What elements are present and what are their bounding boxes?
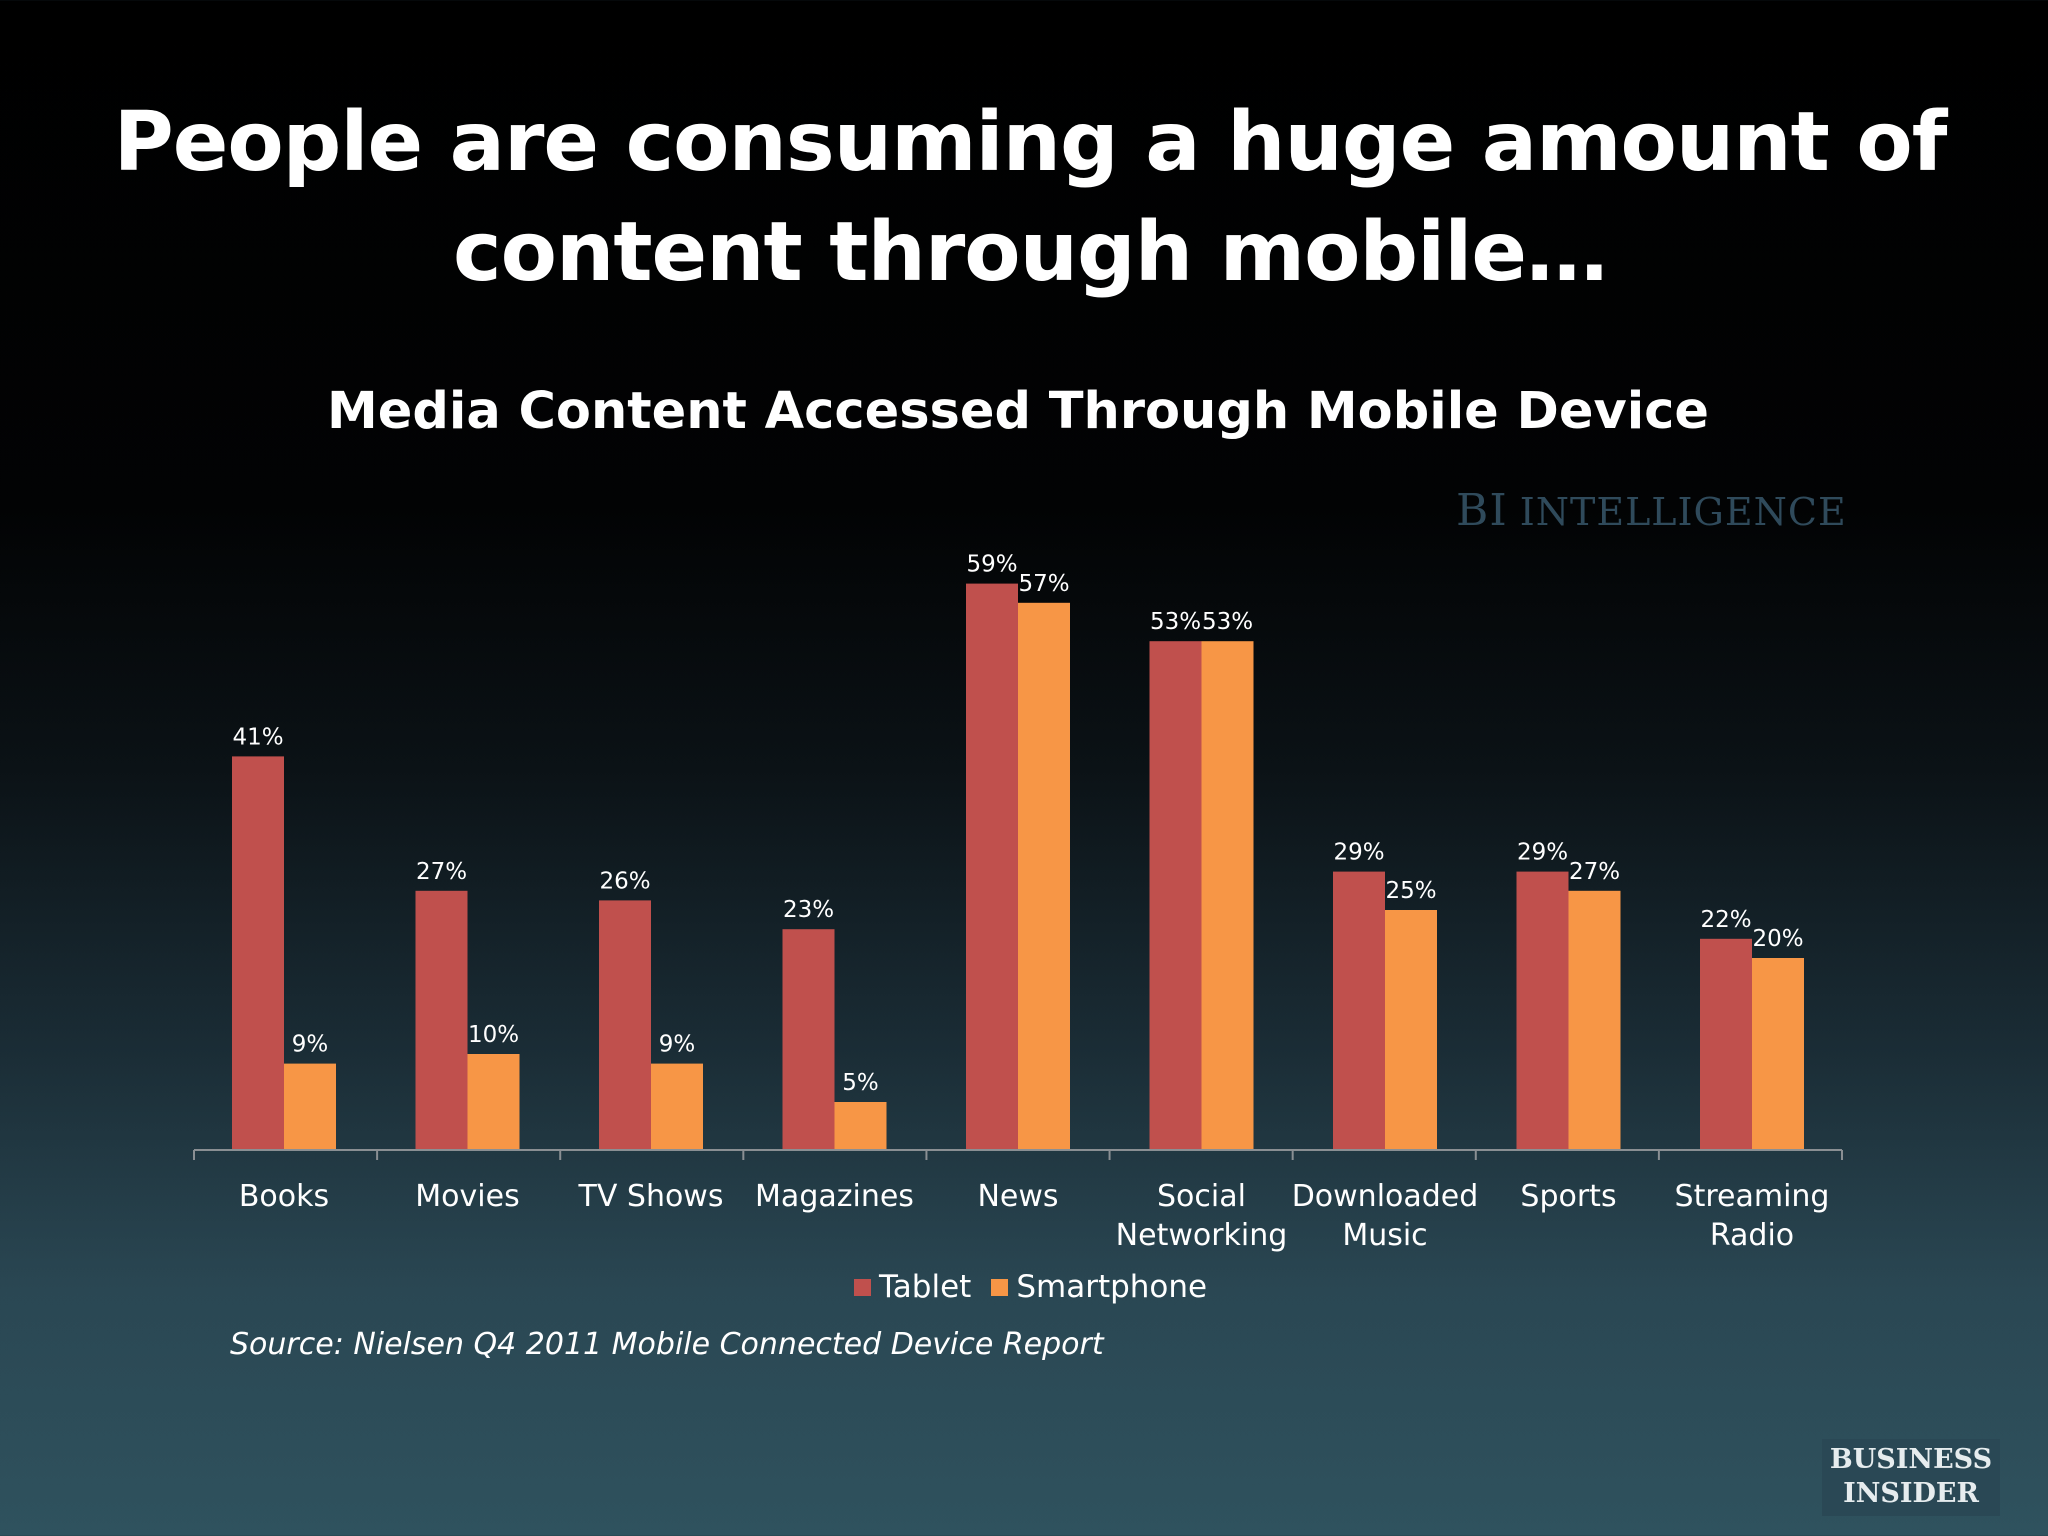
x-tick-label-line: Sports <box>1520 1179 1616 1214</box>
x-tick-label-line: TV Shows <box>578 1179 724 1214</box>
x-tick-label-social-networking: Social Networking <box>1116 1179 1288 1253</box>
data-label-tablet-books: 41% <box>232 724 283 750</box>
data-label-tablet-movies: 27% <box>416 859 467 885</box>
data-label-smartphone-social-networking: 53% <box>1202 609 1253 635</box>
legend-swatch-tablet <box>854 1279 871 1296</box>
data-label-smartphone-streaming-radio: 20% <box>1752 926 1803 952</box>
x-tick-label-line: Networking <box>1116 1218 1288 1253</box>
data-label-smartphone-news: 57% <box>1018 571 1069 597</box>
legend-swatch-smartphone <box>991 1279 1009 1296</box>
legend-item-smartphone: Smartphone <box>991 1265 1207 1309</box>
source-note: Source: Nielsen Q4 2011 Mobile Connected… <box>230 1327 1104 1362</box>
data-label-tablet-downloaded-music: 29% <box>1333 840 1384 866</box>
business-insider-logo: BUSINESS INSIDER <box>1822 1439 2000 1516</box>
x-tick-label-line: Streaming <box>1675 1179 1830 1214</box>
bar-smartphone-social-networking <box>1201 641 1254 1150</box>
x-tick-label-line: Downloaded <box>1292 1179 1479 1214</box>
data-label-tablet-streaming-radio: 22% <box>1700 907 1751 933</box>
bar-smartphone-magazines <box>834 1102 887 1150</box>
bi-watermark-prefix: BI <box>1456 485 1508 536</box>
legend-label-tablet: Tablet <box>879 1269 972 1305</box>
x-tick-label-downloaded-music: Downloaded Music <box>1292 1179 1479 1253</box>
legend-label-smartphone: Smartphone <box>1016 1269 1208 1305</box>
x-tick-label-magazines: Magazines <box>755 1179 914 1214</box>
x-tick-label-line: Social <box>1157 1179 1246 1214</box>
bar-tablet-social-networking <box>1149 641 1202 1150</box>
x-tick-label-books: Books <box>239 1179 329 1214</box>
brand-line-2: INSIDER <box>1843 1478 1979 1509</box>
x-tick-label-sports: Sports <box>1520 1179 1616 1214</box>
x-tick-label-line: Music <box>1342 1218 1427 1253</box>
x-tick-label-line: News <box>977 1179 1058 1214</box>
data-label-smartphone-magazines: 5% <box>842 1070 879 1096</box>
bar-smartphone-tv-shows <box>651 1063 703 1150</box>
bar-smartphone-downloaded-music <box>1385 910 1437 1150</box>
bar-smartphone-streaming-radio <box>1752 958 1804 1150</box>
x-tick-label-streaming-radio: Streaming Radio <box>1675 1179 1830 1253</box>
bar-smartphone-books <box>284 1063 336 1150</box>
data-label-tablet-sports: 29% <box>1517 840 1568 866</box>
slide-title: People are consuming a huge amount of co… <box>0 88 2048 308</box>
data-label-smartphone-downloaded-music: 25% <box>1385 878 1436 904</box>
bar-smartphone-movies <box>467 1054 520 1150</box>
bar-tablet-books <box>232 756 284 1150</box>
data-label-tablet-news: 59% <box>966 552 1017 578</box>
x-tick-label-line: Movies <box>415 1179 519 1214</box>
bar-tablet-downloaded-music <box>1333 871 1385 1150</box>
slide-title-line-2: content through mobile… <box>453 205 1608 300</box>
data-label-smartphone-books: 9% <box>292 1032 329 1058</box>
data-label-smartphone-tv-shows: 9% <box>659 1032 696 1058</box>
legend-item-tablet: Tablet <box>854 1265 971 1309</box>
data-label-tablet-social-networking: 53% <box>1150 609 1201 635</box>
x-tick-label-line: Books <box>239 1179 329 1214</box>
bar-smartphone-sports <box>1568 890 1621 1150</box>
chart-legend: Tablet Smartphone <box>854 1265 1227 1309</box>
x-tick-label-tv-shows: TV Shows <box>578 1179 724 1214</box>
bar-tablet-news <box>966 583 1018 1150</box>
slide-title-line-1: People are consuming a huge amount of <box>113 95 1948 190</box>
bar-tablet-sports <box>1516 871 1569 1150</box>
brand-line-1: BUSINESS <box>1829 1444 1993 1475</box>
x-tick-label-line: Radio <box>1710 1218 1794 1253</box>
x-tick-label-news: News <box>977 1179 1058 1214</box>
data-label-smartphone-movies: 10% <box>468 1022 519 1048</box>
bi-intelligence-watermark: BI INTELLIGENCE <box>1456 485 1847 536</box>
bar-tablet-tv-shows <box>599 900 651 1150</box>
data-label-tablet-tv-shows: 26% <box>599 868 650 894</box>
x-tick-label-movies: Movies <box>415 1179 519 1214</box>
bi-watermark-word: INTELLIGENCE <box>1519 490 1847 534</box>
chart-title: Media Content Accessed Through Mobile De… <box>326 382 1709 441</box>
bar-tablet-movies <box>415 890 468 1150</box>
data-label-tablet-magazines: 23% <box>783 897 834 923</box>
data-label-smartphone-sports: 27% <box>1569 859 1620 885</box>
x-tick-label-line: Magazines <box>755 1179 914 1214</box>
bar-tablet-magazines <box>782 929 835 1150</box>
bar-tablet-streaming-radio <box>1700 938 1752 1150</box>
bar-smartphone-news <box>1018 602 1070 1150</box>
